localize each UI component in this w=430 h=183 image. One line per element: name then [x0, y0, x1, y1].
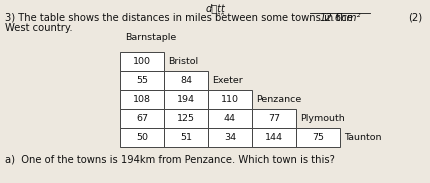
- Text: Plymouth: Plymouth: [300, 114, 345, 123]
- Text: 100: 100: [133, 57, 151, 66]
- Text: 84: 84: [180, 76, 192, 85]
- Text: 125: 125: [177, 114, 195, 123]
- Bar: [208, 109, 252, 128]
- Text: 50: 50: [136, 133, 148, 142]
- Bar: [208, 128, 252, 147]
- Text: Barnstaple: Barnstaple: [125, 33, 176, 42]
- Text: 77: 77: [268, 114, 280, 123]
- Text: 44: 44: [224, 114, 236, 123]
- Text: d᥵ṱṱ: d᥵ṱṱ: [205, 4, 225, 14]
- Text: 3) The table shows the distances in miles between some towns in the: 3) The table shows the distances in mile…: [5, 13, 353, 23]
- Bar: [252, 128, 296, 147]
- Text: 108: 108: [133, 95, 151, 104]
- Bar: [296, 128, 340, 147]
- Bar: [252, 109, 296, 128]
- Text: Exeter: Exeter: [212, 76, 243, 85]
- Text: 55: 55: [136, 76, 148, 85]
- Bar: [120, 128, 164, 147]
- Text: 12.6cm²: 12.6cm²: [319, 13, 361, 23]
- Text: West country.: West country.: [5, 23, 73, 33]
- Bar: [164, 128, 208, 147]
- Text: Taunton: Taunton: [344, 133, 381, 142]
- Text: 194: 194: [177, 95, 195, 104]
- Text: Bristol: Bristol: [168, 57, 198, 66]
- Bar: [120, 71, 164, 90]
- Text: 110: 110: [221, 95, 239, 104]
- Text: Penzance: Penzance: [256, 95, 301, 104]
- Text: 144: 144: [265, 133, 283, 142]
- Text: 75: 75: [312, 133, 324, 142]
- Bar: [164, 71, 208, 90]
- Text: (2): (2): [408, 13, 422, 23]
- Bar: [120, 90, 164, 109]
- Bar: [120, 109, 164, 128]
- Bar: [164, 109, 208, 128]
- Text: 34: 34: [224, 133, 236, 142]
- Text: 67: 67: [136, 114, 148, 123]
- Bar: [164, 90, 208, 109]
- Bar: [208, 90, 252, 109]
- Bar: [120, 52, 164, 71]
- Text: a)  One of the towns is 194km from Penzance. Which town is this?: a) One of the towns is 194km from Penzan…: [5, 155, 335, 165]
- Text: 51: 51: [180, 133, 192, 142]
